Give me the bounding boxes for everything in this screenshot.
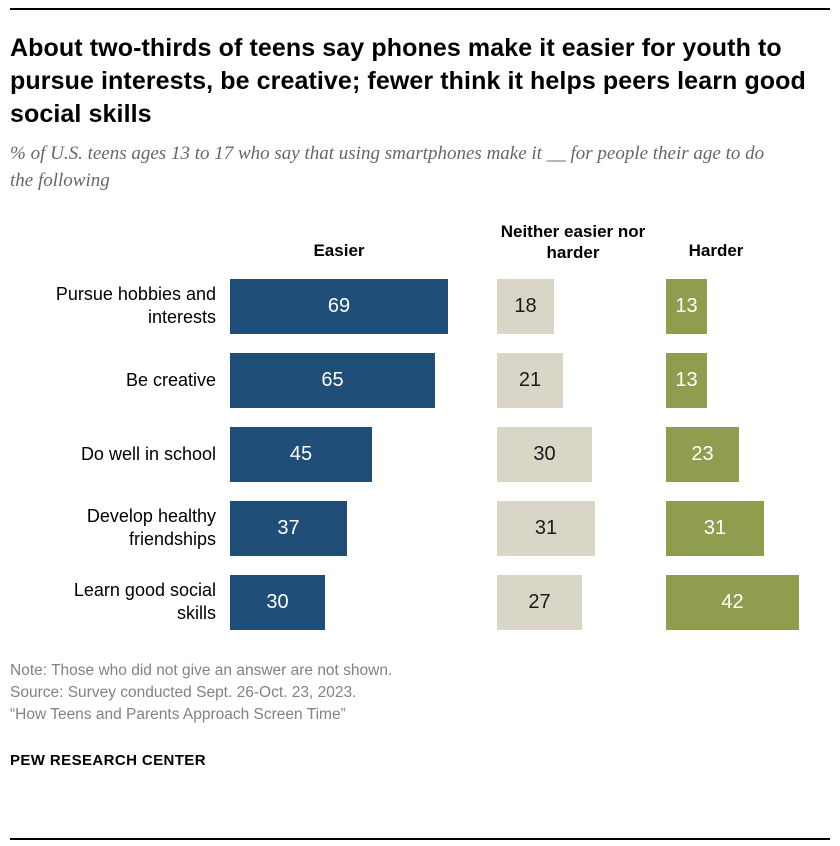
bar-harder: 13 xyxy=(666,352,707,408)
bar-cell-easier: 45 xyxy=(230,426,497,482)
bar-cell-neither-easier-nor-harder: 30 xyxy=(497,426,666,482)
bar-cell-neither-easier-nor-harder: 18 xyxy=(497,278,666,334)
bar-harder: 42 xyxy=(666,574,799,630)
bar-cell-easier: 30 xyxy=(230,574,497,630)
bar-value: 65 xyxy=(321,368,344,391)
bar-value: 37 xyxy=(277,516,300,539)
bar-value: 45 xyxy=(289,442,313,465)
chart-row: Learn good social skills 30 27 42 xyxy=(10,574,830,630)
bar-cell-harder: 42 xyxy=(666,574,830,630)
bar-cell-easier: 65 xyxy=(230,352,497,408)
column-header-neither: Neither easier nor harder xyxy=(500,222,646,262)
bottom-rule xyxy=(10,838,830,840)
bar-cell-neither-easier-nor-harder: 21 xyxy=(497,352,666,408)
bar-cell-easier: 37 xyxy=(230,500,497,556)
chart-rows: Pursue hobbies and interests 69 18 13 Be cre… xyxy=(10,278,830,630)
bar-cell-harder: 23 xyxy=(666,426,830,482)
bar-value: 30 xyxy=(266,590,289,613)
bar-chart: Easier Neither easier nor harder Harder … xyxy=(10,222,830,630)
category-label: Pursue hobbies and interests xyxy=(55,284,216,328)
brand-wordmark: PEW RESEARCH CENTER xyxy=(10,751,206,769)
bar-neither-easier-nor-harder: 30 xyxy=(497,426,592,482)
bar-cell-harder: 13 xyxy=(666,352,830,408)
bar-value: 18 xyxy=(514,294,537,317)
category-label: Learn good social skills xyxy=(73,580,216,624)
bar-easier: 45 xyxy=(230,426,372,482)
bar-value: 31 xyxy=(703,516,727,539)
report-line: “How Teens and Parents Approach Screen T… xyxy=(10,705,346,723)
bar-easier: 30 xyxy=(230,574,325,630)
column-header-harder: Harder xyxy=(688,240,744,260)
bar-value: 31 xyxy=(534,516,558,539)
category-label: Be creative xyxy=(125,369,216,390)
bar-neither-easier-nor-harder: 21 xyxy=(497,352,563,408)
bar-neither-easier-nor-harder: 18 xyxy=(497,278,554,334)
category-label: Develop healthy friendships xyxy=(86,506,216,550)
bar-cell-harder: 31 xyxy=(666,500,830,556)
bar-easier: 65 xyxy=(230,352,435,408)
note-line: Note: Those who did not give an answer a… xyxy=(10,661,393,679)
bar-easier: 69 xyxy=(230,278,448,334)
bar-value: 27 xyxy=(528,590,551,613)
chart-notes: Note: Those who did not give an answer a… xyxy=(10,660,830,726)
category-label: Do well in school xyxy=(80,443,216,464)
bar-harder: 31 xyxy=(666,500,764,556)
bar-value: 30 xyxy=(533,442,556,465)
bar-easier: 37 xyxy=(230,500,347,556)
bar-harder: 23 xyxy=(666,426,739,482)
chart-column-headers: Easier Neither easier nor harder Harder xyxy=(10,222,830,263)
source-line: Source: Survey conducted Sept. 26-Oct. 2… xyxy=(10,683,357,701)
bar-harder: 13 xyxy=(666,278,707,334)
column-header-easier: Easier xyxy=(313,240,365,260)
bar-value: 13 xyxy=(675,368,698,391)
bar-neither-easier-nor-harder: 31 xyxy=(497,500,595,556)
bar-value: 23 xyxy=(691,442,714,465)
bar-cell-harder: 13 xyxy=(666,278,830,334)
top-rule xyxy=(10,8,830,10)
bar-neither-easier-nor-harder: 27 xyxy=(497,574,582,630)
chart-row: Do well in school 45 30 23 xyxy=(10,426,830,482)
bar-value: 42 xyxy=(721,590,744,613)
bar-value: 69 xyxy=(327,294,351,317)
chart-row: Develop healthy friendships 37 31 31 xyxy=(10,500,830,556)
bar-value: 21 xyxy=(518,368,542,391)
bar-cell-easier: 69 xyxy=(230,278,497,334)
bar-cell-neither-easier-nor-harder: 31 xyxy=(497,500,666,556)
bar-value: 13 xyxy=(675,294,698,317)
chart-subtitle: % of U.S. teens ages 13 to 17 who say th… xyxy=(10,143,765,191)
bar-cell-neither-easier-nor-harder: 27 xyxy=(497,574,666,630)
chart-row: Be creative 65 21 13 xyxy=(10,352,830,408)
page-title: About two-thirds of teens say phones mak… xyxy=(10,34,806,128)
chart-row: Pursue hobbies and interests 69 18 13 xyxy=(10,278,830,334)
